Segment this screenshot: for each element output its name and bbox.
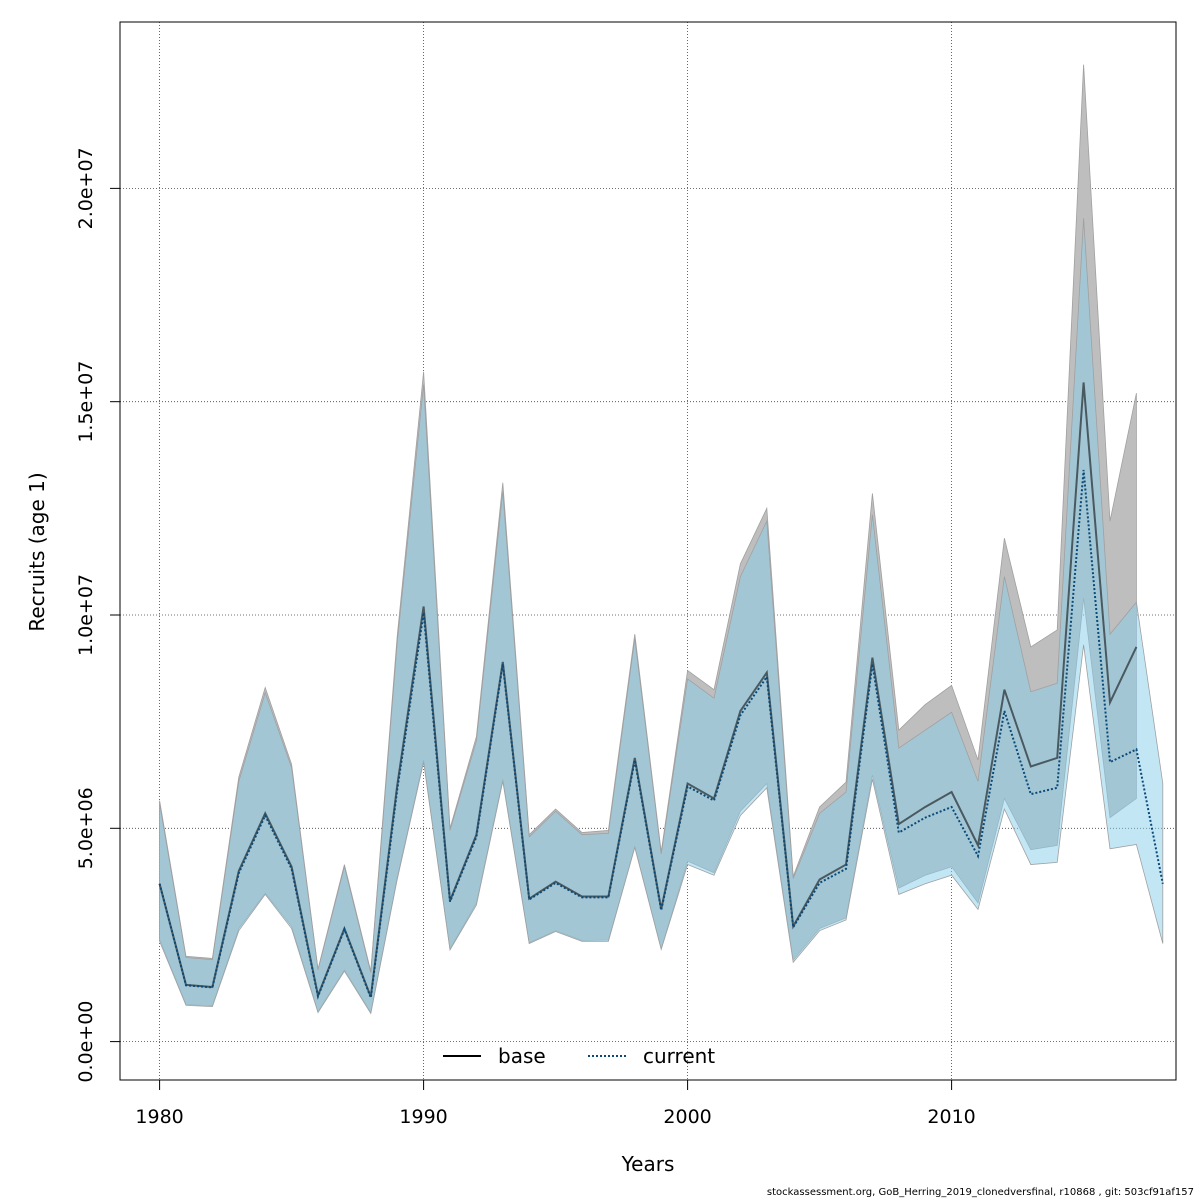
- band-current: [159, 218, 1164, 1015]
- x-tick-label-0: 1980: [135, 1106, 183, 1128]
- y-axis: 0.0e+00 5.0e+06 1.0e+07 1.5e+07 2.0e+07: [75, 147, 121, 1083]
- x-tick-label-2: 2000: [663, 1106, 711, 1128]
- y-tick-label-3: 1.5e+07: [75, 361, 97, 443]
- series-lines: [158, 382, 1164, 1000]
- line-current: [158, 469, 1164, 1000]
- y-tick-label-0: 0.0e+00: [75, 1001, 97, 1083]
- plot-frame: [119, 21, 1177, 1081]
- legend-label-current: current: [643, 1044, 715, 1068]
- x-tick-label-1: 1990: [399, 1106, 447, 1128]
- x-axis-label: Years: [621, 1152, 675, 1176]
- y-axis-label: Recruits (age 1): [25, 472, 49, 631]
- legend-label-base: base: [498, 1044, 546, 1068]
- legend: base current: [443, 1044, 715, 1068]
- x-tick-label-3: 2010: [927, 1106, 975, 1128]
- x-axis: 1980 1990 2000 2010: [135, 1079, 976, 1128]
- grid-lines: [120, 22, 1176, 1080]
- footer-note: stockassessment.org, GoB_Herring_2019_cl…: [766, 1187, 1194, 1198]
- confidence-bands: [159, 64, 1164, 1015]
- y-tick-label-2: 1.0e+07: [75, 574, 97, 656]
- y-tick-label-1: 5.0e+06: [75, 787, 97, 869]
- y-tick-label-4: 2.0e+07: [75, 147, 97, 229]
